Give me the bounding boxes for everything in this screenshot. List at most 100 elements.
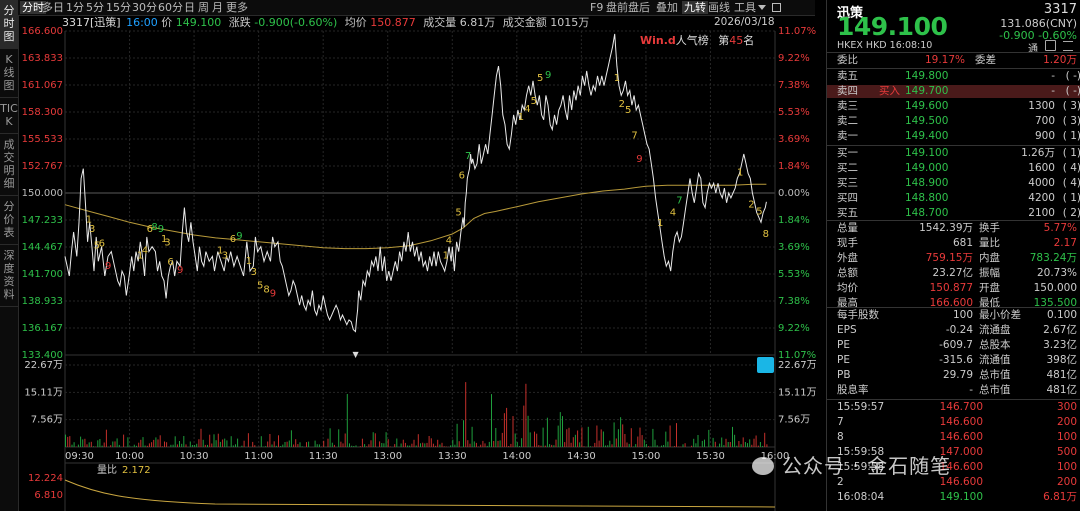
bid-volume: 1600	[1028, 162, 1055, 174]
volume-bar	[400, 443, 402, 447]
price-tick-left-7: 147.233	[22, 215, 63, 226]
volume-bar	[331, 442, 333, 447]
volume-bar	[682, 444, 684, 447]
nine-turn-marker: 4	[524, 104, 530, 115]
volume-value: 6.81万	[459, 16, 496, 29]
toolbar-left-0[interactable]: 分时	[20, 1, 46, 14]
side-tab-0[interactable]: 分时图	[0, 0, 18, 49]
nine-turn-marker: 1	[246, 256, 252, 267]
ask-count: ( -)	[1065, 85, 1080, 97]
ask-volume: 900	[1034, 130, 1055, 142]
nine-turn-marker: 9	[236, 231, 242, 242]
volume-bar	[536, 433, 538, 447]
volume-bar	[164, 441, 165, 447]
time-tick-5: 13:00	[373, 451, 402, 462]
stat-label: 现手	[837, 237, 858, 249]
time-tick-7: 14:00	[502, 451, 531, 462]
bid-count: ( 1)	[1062, 192, 1080, 204]
bid-price: 148.800	[905, 192, 949, 204]
fund-row-3: PE -315.6 流通值 398亿	[827, 354, 1080, 367]
volume-bar	[521, 438, 523, 447]
intraday-chart[interactable]: 166.600 163.833 161.067 158.300 155.533 152.7…	[18, 15, 826, 511]
toolbar-left-2[interactable]: 1分	[66, 1, 84, 14]
quote-price: 149.100	[837, 12, 948, 41]
volume-bar	[645, 444, 647, 447]
fund-label: 流通盘	[979, 324, 1011, 336]
volume-bar	[693, 438, 695, 447]
toolbar-left-8[interactable]: 周	[198, 1, 209, 14]
volume-bar	[314, 440, 316, 447]
nine-turn-marker: 9	[636, 154, 642, 165]
volume-tick-left-0: 22.67万	[24, 360, 63, 371]
volume-bar	[86, 444, 88, 447]
fund-label: PE	[837, 339, 850, 351]
fund-value: 481亿	[1046, 384, 1077, 396]
volume-bar	[676, 423, 677, 447]
toolbar-dropdown-icon[interactable]	[758, 5, 766, 10]
toolbar-left-9[interactable]: 月	[212, 1, 223, 14]
volume-bars	[65, 382, 768, 447]
toolbar-left-4[interactable]: 15分	[106, 1, 131, 14]
volume-bar	[439, 444, 441, 447]
nine-turn-marker: 6	[99, 239, 105, 250]
edit-icon[interactable]	[1045, 40, 1056, 51]
volume-bar	[370, 440, 372, 447]
volume-bar	[381, 443, 383, 447]
menu-icon[interactable]	[1063, 41, 1073, 51]
stat-value: 783.24万	[1029, 252, 1077, 264]
volume-bar	[577, 430, 579, 447]
toolbar-left-1[interactable]: 多日	[42, 1, 64, 14]
volume-bar	[749, 439, 751, 447]
toolbar-right-1[interactable]: 盘前盘后	[606, 1, 650, 14]
toolbar-left-6[interactable]: 60分	[158, 1, 183, 14]
toolbar-left-10[interactable]: 更多	[226, 1, 248, 14]
ratio-value: 2.172	[122, 465, 151, 476]
side-tab-1[interactable]: K线图	[0, 49, 18, 98]
volume-bar	[222, 439, 224, 447]
separator	[827, 220, 1080, 221]
tick-volume: 100	[1056, 461, 1077, 473]
price-tick-right-8: 3.69%	[778, 242, 810, 253]
toolbar-left-3[interactable]: 5分	[86, 1, 104, 14]
quote-change: -0.900 -0.60%	[999, 29, 1077, 42]
volume-bar	[510, 443, 512, 447]
volume-bar	[116, 438, 118, 447]
quote-code: 3317	[1043, 2, 1077, 17]
nine-turn-marker: 3	[251, 267, 257, 278]
side-tab-5[interactable]: 深度资料	[0, 245, 18, 307]
volume-bar	[482, 440, 484, 447]
volume-bar	[359, 446, 361, 447]
price-tick-left-0: 166.600	[22, 26, 63, 37]
toolbar-left-5[interactable]: 30分	[132, 1, 157, 14]
buy-tag[interactable]: 买入	[879, 85, 900, 97]
scroll-handle[interactable]	[757, 357, 774, 373]
volume-bar	[480, 444, 482, 447]
volume-bar	[747, 443, 748, 447]
volume-bar	[602, 431, 604, 447]
nine-turn-marker: 5	[455, 207, 461, 218]
side-tab-4[interactable]: 分价表	[0, 196, 18, 245]
toolbar-right-0[interactable]: F9	[590, 1, 604, 14]
toolbar-pin-icon[interactable]	[772, 3, 781, 12]
volume-bar	[213, 434, 215, 447]
ask-price: 149.400	[905, 130, 949, 142]
quote-name: 迅策	[837, 6, 864, 21]
volume-bar	[525, 383, 527, 447]
toolbar-left-7[interactable]: 日	[184, 1, 195, 14]
toolbar-right-3[interactable]: 九转	[682, 1, 708, 14]
rank-prefix: 第	[718, 34, 730, 47]
stat-row-5: 最高 166.600 最低 135.500	[827, 297, 1080, 310]
bid-count: ( 4)	[1062, 162, 1080, 174]
toolbar-right-4[interactable]: 画线	[708, 1, 730, 14]
volume-bar	[110, 445, 112, 447]
ask-level: 卖四	[837, 85, 858, 97]
side-tab-3[interactable]: 成交明细	[0, 134, 18, 196]
side-tab-2[interactable]: TICK	[0, 98, 18, 134]
ask-row-0: 卖五 149.800 -( -)	[827, 70, 1080, 83]
toolbar-right-2[interactable]: 叠加	[656, 1, 678, 14]
toolbar-right-5[interactable]: 工具	[734, 1, 756, 14]
stat-value: 5.77%	[1043, 222, 1077, 234]
nine-turn-marker: 7	[631, 130, 637, 141]
volume-bar	[501, 432, 503, 447]
tick-volume: 200	[1056, 476, 1077, 488]
